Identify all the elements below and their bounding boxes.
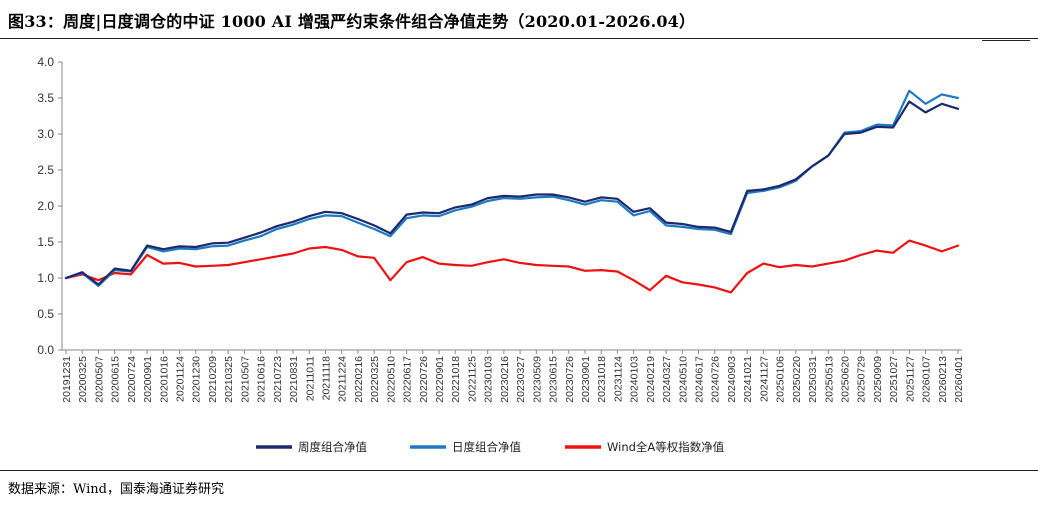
y-tick-label: 4.0 bbox=[37, 55, 54, 69]
y-tick-label: 0.0 bbox=[37, 343, 54, 357]
x-tick-label: 20250729 bbox=[856, 356, 868, 403]
x-tick-label: 20260107 bbox=[921, 356, 933, 403]
x-tick-label: 20231124 bbox=[612, 356, 624, 402]
bottom-rule bbox=[0, 470, 1038, 471]
x-tick-label: 20211224 bbox=[337, 356, 349, 402]
y-tick-label: 3.0 bbox=[37, 127, 54, 141]
x-tick-label: 20200724 bbox=[126, 356, 138, 403]
y-tick-label: 0.5 bbox=[37, 307, 54, 321]
legend-label-0: 周度组合净值 bbox=[298, 440, 367, 454]
x-tick-label: 20240219 bbox=[645, 356, 657, 403]
x-tick-label: 20231018 bbox=[596, 356, 608, 403]
x-tick-label: 20250331 bbox=[807, 356, 819, 403]
x-tick-label: 20210616 bbox=[256, 356, 268, 403]
x-tick-label: 20211011 bbox=[304, 356, 316, 401]
x-tick-label: 20240617 bbox=[694, 356, 706, 403]
x-tick-label: 20241021 bbox=[742, 356, 754, 403]
x-tick-label: 20260401 bbox=[953, 356, 965, 403]
x-tick-label: 20240103 bbox=[629, 356, 641, 403]
y-tick-label: 1.5 bbox=[37, 235, 54, 249]
top-rule bbox=[0, 38, 1038, 39]
nav-line-chart: 0.0 0.5 1.0 1.5 2.0 2.5 3.0 3.5 4.0 20191231 2020… bbox=[37, 55, 965, 454]
y-tick-label: 3.5 bbox=[37, 91, 54, 105]
x-tick-label: 20251127 bbox=[904, 356, 916, 402]
x-tick-label: 20251027 bbox=[888, 356, 900, 403]
x-tick-label: 20221018 bbox=[450, 356, 462, 403]
source-note: 数据来源：Wind，国泰海通证券研究 bbox=[8, 482, 224, 497]
x-tick-label: 20240510 bbox=[677, 356, 689, 403]
y-tick-label: 2.5 bbox=[37, 163, 54, 177]
series-line-1 bbox=[64, 89, 960, 287]
x-tick-label: 20200325 bbox=[77, 356, 89, 403]
x-tick-label: 20221125 bbox=[466, 356, 478, 402]
y-tick-label: 2.0 bbox=[37, 199, 54, 213]
x-tick-label: 20230103 bbox=[483, 356, 495, 403]
x-tick-label: 20240726 bbox=[710, 356, 722, 403]
x-tick-label: 20210325 bbox=[223, 356, 235, 403]
x-tick-label: 20220617 bbox=[402, 356, 414, 403]
x-tick-label: 20260213 bbox=[937, 356, 949, 403]
x-tick-label: 20230509 bbox=[531, 356, 543, 403]
series-line-0 bbox=[64, 100, 960, 286]
x-tick-label: 20250620 bbox=[839, 356, 851, 403]
y-tick-label: 1.0 bbox=[37, 271, 54, 285]
x-tick-label: 20200507 bbox=[93, 356, 105, 403]
x-tick-label: 20200901 bbox=[142, 356, 154, 403]
x-tick-label: 20240327 bbox=[661, 356, 673, 403]
x-tick-label: 20220216 bbox=[353, 356, 365, 403]
x-tick-label: 20250220 bbox=[791, 356, 803, 403]
x-tick-label: 20230726 bbox=[564, 356, 576, 403]
legend-label-1: 日度组合净值 bbox=[452, 440, 521, 454]
x-tick-label: 20230216 bbox=[499, 356, 511, 403]
x-tick-label: 20210507 bbox=[239, 356, 251, 403]
x-tick-label: 20220726 bbox=[418, 356, 430, 403]
legend: 周度组合净值 日度组合净值 Wind全A等权指数净值 bbox=[256, 440, 725, 454]
series-lines bbox=[64, 89, 960, 294]
series-line-2 bbox=[64, 239, 960, 294]
x-tick-label: 20201016 bbox=[158, 356, 170, 403]
x-tick-label: 20191231 bbox=[61, 356, 73, 403]
x-tick-label: 20230615 bbox=[548, 356, 560, 403]
x-tick-label: 20201124 bbox=[175, 356, 187, 402]
legend-label-2: Wind全A等权指数净值 bbox=[607, 440, 725, 454]
x-tick-label: 20220510 bbox=[385, 356, 397, 403]
x-tick-label: 20210831 bbox=[288, 356, 300, 403]
x-tick-label: 20210723 bbox=[272, 356, 284, 403]
x-tick-label: 20241127 bbox=[758, 356, 770, 402]
x-tick-label: 20230327 bbox=[515, 356, 527, 403]
x-axis: 20191231 20200325 20200507 20200615 20200724… bbox=[61, 349, 965, 403]
x-tick-label: 20250513 bbox=[823, 356, 835, 403]
x-tick-label: 20240903 bbox=[726, 356, 738, 403]
x-tick-label: 20230901 bbox=[580, 356, 592, 403]
x-tick-label: 20220901 bbox=[434, 356, 446, 403]
x-tick-label: 20220325 bbox=[369, 356, 381, 403]
x-tick-label: 20210209 bbox=[207, 356, 219, 403]
figure-title: 图33：周度|日度调仓的中证 1000 AI 增强严约束条件组合净值走势（202… bbox=[8, 12, 696, 31]
x-tick-label: 20250909 bbox=[872, 356, 884, 403]
x-tick-label: 20201230 bbox=[191, 356, 203, 403]
top-rule-accent bbox=[982, 40, 1030, 41]
y-axis: 0.0 0.5 1.0 1.5 2.0 2.5 3.0 3.5 4.0 bbox=[37, 55, 63, 357]
x-tick-label: 20200615 bbox=[110, 356, 122, 403]
x-tick-label: 20211118 bbox=[320, 356, 332, 401]
x-tick-label: 20250106 bbox=[775, 356, 787, 403]
